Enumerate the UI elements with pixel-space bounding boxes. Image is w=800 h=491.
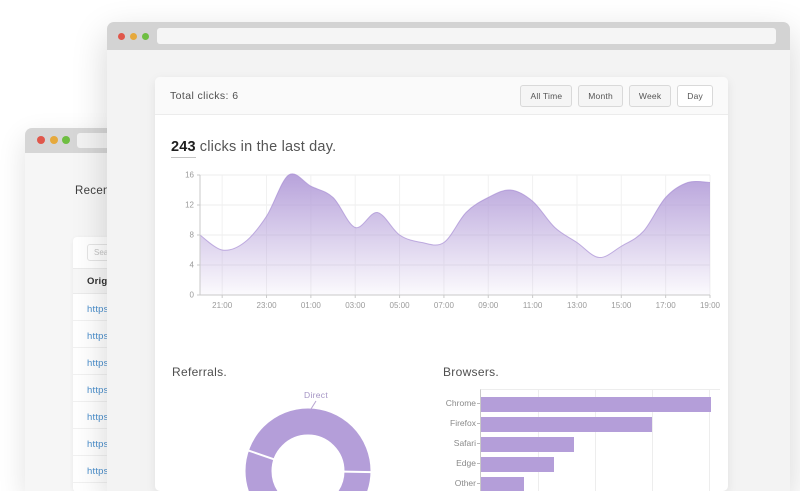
- recent-heading: Recent: [75, 185, 114, 197]
- bar-label-safari: Safari: [443, 436, 480, 451]
- svg-text:23:00: 23:00: [257, 301, 278, 310]
- origin-link[interactable]: https:: [87, 412, 112, 423]
- svg-text:12: 12: [185, 201, 194, 210]
- front-browser-window: Total clicks: 6 All Time Month Week Day 243…: [107, 22, 790, 491]
- area-series: [200, 173, 710, 295]
- bar-chrome: [481, 396, 711, 412]
- bar-gridline: [651, 390, 653, 491]
- filter-day-button[interactable]: Day: [677, 84, 713, 107]
- svg-text:8: 8: [190, 231, 195, 240]
- bar-label-chrome: Chrome: [443, 396, 480, 411]
- svg-text:19:00: 19:00: [700, 301, 721, 310]
- clicks-area-chart: 0 4 8 12 16 21:00 23:00 01:00 03:00 05:00 07:00 09:…: [185, 171, 720, 311]
- origin-link[interactable]: https:: [87, 385, 112, 396]
- analytics-card: Total clicks: 6 All Time Month Week Day 243…: [155, 77, 728, 491]
- filter-week-button[interactable]: Week: [628, 84, 672, 107]
- close-dot-icon[interactable]: [37, 136, 45, 144]
- front-window-titlebar: [107, 22, 790, 50]
- svg-text:0: 0: [190, 291, 195, 300]
- bar-safari: [481, 436, 575, 452]
- chart-axes: 0 4 8 12 16 21:00 23:00 01:00 03:00 05:00 07:00 09:…: [185, 171, 720, 311]
- bar-gridline: [594, 390, 596, 491]
- svg-text:13:00: 13:00: [567, 301, 588, 310]
- headline-text: clicks in the last day.: [199, 139, 337, 155]
- svg-text:17:00: 17:00: [656, 301, 677, 310]
- fullscreen-dot-icon[interactable]: [142, 33, 149, 40]
- bar-gridline: [708, 390, 710, 491]
- filter-month-button[interactable]: Month: [578, 84, 623, 107]
- bar-other: [481, 476, 525, 491]
- front-window-body: Total clicks: 6 All Time Month Week Day 243…: [107, 50, 790, 491]
- origin-column-header: Origin: [87, 276, 117, 287]
- bar-label-firefox: Firefox: [443, 416, 480, 431]
- fullscreen-dot-icon[interactable]: [62, 136, 70, 144]
- total-clicks-value: 6: [232, 89, 239, 102]
- bar-edge: [481, 456, 554, 472]
- card-header: Total clicks: 6 All Time Month Week Day: [155, 77, 728, 115]
- filter-buttons: All Time Month Week Day: [514, 84, 713, 107]
- filter-all-time-button[interactable]: All Time: [520, 84, 573, 107]
- browsers-heading: Browsers.: [443, 365, 500, 379]
- axis-tick: [477, 462, 480, 464]
- origin-link[interactable]: https:: [87, 358, 112, 369]
- donut-ring: [245, 408, 371, 491]
- svg-text:05:00: 05:00: [390, 301, 411, 310]
- minimize-dot-icon[interactable]: [130, 33, 137, 40]
- total-clicks-label: Total clicks: 6: [170, 90, 238, 102]
- referrals-donut-chart: Direct: [245, 390, 373, 491]
- svg-text:03:00: 03:00: [345, 301, 366, 310]
- origin-link[interactable]: https:: [87, 304, 112, 315]
- axis-tick: [477, 482, 480, 484]
- axis-tick: [477, 402, 480, 404]
- bar-plot-area: [480, 389, 720, 491]
- bar-label-edge: Edge: [443, 456, 480, 471]
- minimize-dot-icon[interactable]: [50, 136, 58, 144]
- origin-link[interactable]: https:: [87, 331, 112, 342]
- axis-tick: [477, 422, 480, 424]
- svg-text:07:00: 07:00: [434, 301, 455, 310]
- svg-text:11:00: 11:00: [523, 301, 543, 310]
- origin-link[interactable]: https:: [87, 466, 112, 477]
- donut-segment-label: Direct: [304, 390, 328, 400]
- clicks-count: 243: [171, 139, 196, 158]
- total-clicks-text: Total clicks:: [170, 89, 229, 102]
- svg-text:4: 4: [190, 261, 195, 270]
- svg-text:09:00: 09:00: [478, 301, 499, 310]
- bar-firefox: [481, 416, 652, 432]
- svg-text:21:00: 21:00: [212, 301, 233, 310]
- axis-tick: [477, 442, 480, 444]
- svg-text:16: 16: [185, 171, 194, 180]
- bar-label-other: Other: [443, 476, 480, 491]
- referrals-heading: Referrals.: [172, 365, 228, 379]
- svg-text:01:00: 01:00: [301, 301, 322, 310]
- front-url-bar[interactable]: [157, 28, 776, 44]
- headline: 243 clicks in the last day.: [171, 139, 337, 158]
- close-dot-icon[interactable]: [118, 33, 125, 40]
- browsers-bar-chart: Chrome Firefox Safari Edge Other: [443, 385, 723, 491]
- origin-link[interactable]: https:: [87, 439, 112, 450]
- svg-text:15:00: 15:00: [611, 301, 632, 310]
